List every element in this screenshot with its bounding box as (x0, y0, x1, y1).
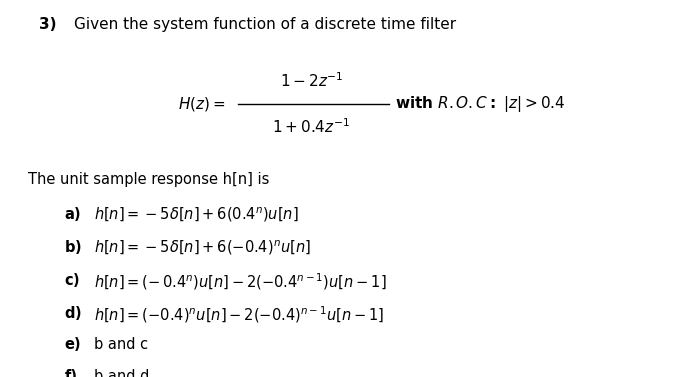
Text: $H(z) =$: $H(z) =$ (178, 95, 226, 113)
Text: $\bf{b)}$: $\bf{b)}$ (64, 238, 82, 256)
Text: b and d: b and d (94, 369, 150, 377)
Text: $\bf{c)}$: $\bf{c)}$ (64, 271, 81, 289)
Text: The unit sample response h[n] is: The unit sample response h[n] is (28, 172, 270, 187)
Text: 3): 3) (38, 17, 56, 32)
Text: $\bf{d)}$: $\bf{d)}$ (64, 304, 82, 322)
Text: $\bf{a)}$: $\bf{a)}$ (64, 205, 82, 224)
Text: f): f) (64, 369, 78, 377)
Text: $1 + 0.4z^{-1}$: $1 + 0.4z^{-1}$ (272, 117, 351, 136)
Text: Given the system function of a discrete time filter: Given the system function of a discrete … (74, 17, 456, 32)
Text: $h[n] = -5\delta[n] + 6(-0.4)^n u[n]$: $h[n] = -5\delta[n] + 6(-0.4)^n u[n]$ (94, 238, 312, 257)
Text: $1 - 2z^{-1}$: $1 - 2z^{-1}$ (280, 72, 343, 90)
Text: $h[n] = (-\,0.4^n)u[n] - 2(-0.4^{n-1})u[n-1]$: $h[n] = (-\,0.4^n)u[n] - 2(-0.4^{n-1})u[… (94, 271, 387, 292)
Text: $h[n] = (-0.4)^n u[n] - 2(-0.4)^{n-1} u[n-1]$: $h[n] = (-0.4)^n u[n] - 2(-0.4)^{n-1} u[… (94, 304, 385, 325)
Text: $\mathbf{with}\ \mathit{R.O.C}\mathbf{:}\ |z|>0.4$: $\mathbf{with}\ \mathit{R.O.C}\mathbf{:}… (395, 93, 566, 114)
Text: $h[n] = -5\delta[n] + 6(0.4^n)u[n]$: $h[n] = -5\delta[n] + 6(0.4^n)u[n]$ (94, 205, 299, 224)
Text: e): e) (64, 337, 81, 352)
Text: b and c: b and c (94, 337, 148, 352)
